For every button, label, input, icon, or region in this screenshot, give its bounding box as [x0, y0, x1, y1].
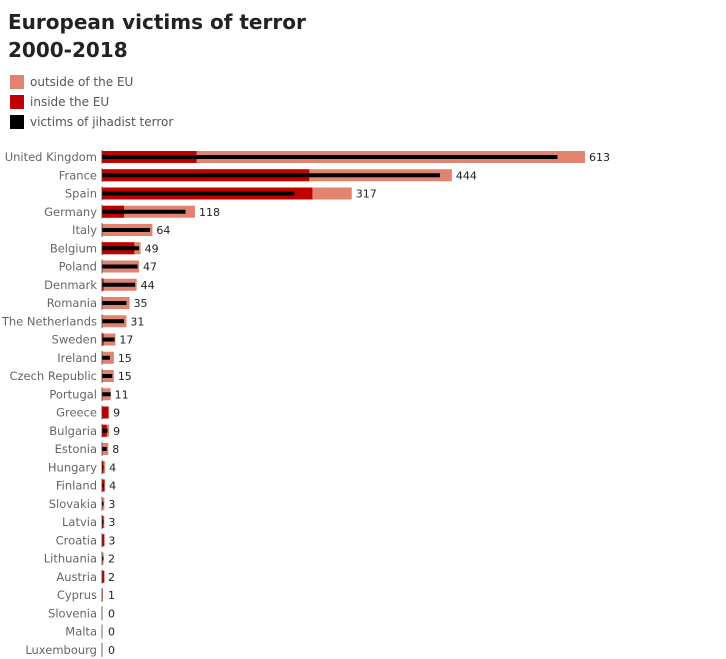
value-label-greece: 9	[113, 407, 120, 420]
legend-item-jihadist[interactable]: victims of jihadist terror	[10, 112, 173, 132]
category-label-czech-republic: Czech Republic	[9, 369, 97, 383]
category-label-croatia: Croatia	[56, 533, 97, 547]
value-label-czech-republic: 15	[118, 370, 132, 383]
category-label-the-netherlands: The Netherlands	[1, 314, 97, 328]
value-label-united-kingdom: 613	[589, 151, 610, 164]
value-label-cyprus: 1	[108, 589, 115, 602]
bar-jihadist-poland	[102, 264, 138, 269]
value-label-estonia: 8	[112, 443, 119, 456]
value-label-poland: 47	[143, 261, 157, 274]
subtitle-line: 2000-2018	[8, 38, 128, 62]
category-label-spain: Spain	[65, 187, 97, 201]
category-label-hungary: Hungary	[48, 460, 97, 474]
category-label-slovenia: Slovenia	[48, 606, 97, 620]
bar-jihadist-portugal	[102, 392, 111, 397]
value-label-spain: 317	[356, 188, 377, 201]
category-label-greece: Greece	[56, 406, 97, 420]
value-label-austria: 2	[108, 571, 115, 584]
value-label-romania: 35	[134, 297, 148, 310]
value-label-germany: 118	[199, 206, 220, 219]
bar-jihadist-germany	[102, 209, 186, 214]
legend-label-inside-eu: inside the EU	[30, 95, 110, 109]
category-label-sweden: Sweden	[52, 333, 97, 347]
bar-jihadist-romania	[102, 301, 127, 305]
category-label-romania: Romania	[47, 296, 97, 310]
category-label-france: France	[59, 168, 97, 182]
bar-jihadist-czech-republic	[102, 374, 113, 378]
bar-inside-eu-greece	[102, 406, 109, 419]
chart-title: European victims of terror 2000-2018	[8, 8, 306, 64]
category-label-lithuania: Lithuania	[44, 552, 97, 566]
bar-jihadist-the-netherlands	[102, 319, 125, 324]
value-label-france: 444	[456, 169, 477, 182]
category-label-germany: Germany	[44, 205, 97, 219]
value-label-denmark: 44	[141, 279, 155, 292]
bar-jihadist-lithuania	[102, 556, 104, 561]
category-label-cyprus: Cyprus	[57, 588, 97, 602]
title-line: European victims of terror	[8, 10, 306, 34]
legend-label-jihadist: victims of jihadist terror	[30, 115, 174, 129]
bar-jihadist-ireland	[102, 355, 110, 360]
bar-jihadist-slovakia	[102, 501, 104, 506]
value-label-belgium: 49	[145, 242, 159, 255]
legend-swatch-inside-eu	[10, 95, 24, 109]
category-label-denmark: Denmark	[44, 278, 97, 292]
value-label-slovenia: 0	[108, 607, 115, 620]
category-label-poland: Poland	[59, 260, 97, 274]
bar-jihadist-sweden	[102, 337, 115, 342]
category-label-belgium: Belgium	[50, 241, 97, 255]
bar-jihadist-france	[102, 173, 441, 178]
bar-outside-eu-cyprus	[102, 589, 103, 601]
bar-jihadist-denmark	[102, 282, 136, 287]
bar-jihadist-bulgaria	[102, 428, 108, 433]
value-label-the-netherlands: 31	[130, 315, 144, 328]
value-label-italy: 64	[156, 224, 170, 237]
category-label-ireland: Ireland	[57, 351, 97, 365]
bar-inside-eu-croatia	[102, 534, 105, 547]
value-label-luxembourg: 0	[108, 644, 115, 657]
category-label-latvia: Latvia	[62, 515, 97, 529]
category-label-slovakia: Slovakia	[49, 497, 97, 511]
value-label-malta: 0	[108, 626, 115, 639]
bar-inside-eu-austria	[102, 570, 105, 583]
legend-item-outside-eu[interactable]: outside of the EU	[10, 72, 173, 92]
legend: outside of the EU inside the EU victims …	[10, 72, 173, 132]
value-label-sweden: 17	[119, 334, 133, 347]
value-label-croatia: 3	[108, 534, 115, 547]
bar-jihadist-latvia	[102, 520, 104, 524]
value-label-latvia: 3	[108, 516, 115, 529]
category-label-bulgaria: Bulgaria	[49, 424, 97, 438]
value-label-bulgaria: 9	[113, 425, 120, 438]
bar-jihadist-estonia	[102, 447, 107, 451]
value-label-portugal: 11	[115, 388, 129, 401]
category-label-estonia: Estonia	[55, 442, 97, 456]
value-label-hungary: 4	[109, 461, 116, 474]
bar-jihadist-finland	[102, 483, 104, 488]
legend-swatch-outside-eu	[10, 75, 24, 89]
category-label-austria: Austria	[56, 570, 97, 584]
bar-jihadist-united-kingdom	[102, 155, 558, 159]
category-label-malta: Malta	[65, 625, 97, 639]
value-label-slovakia: 3	[108, 498, 115, 511]
bar-jihadist-belgium	[102, 246, 140, 251]
category-label-luxembourg: Luxembourg	[25, 643, 97, 657]
value-label-ireland: 15	[118, 352, 132, 365]
category-label-italy: Italy	[72, 223, 97, 237]
value-label-finland: 4	[109, 480, 116, 493]
value-label-lithuania: 2	[108, 553, 115, 566]
category-label-united-kingdom: United Kingdom	[5, 150, 97, 164]
category-label-finland: Finland	[56, 479, 97, 493]
bar-jihadist-hungary	[102, 465, 104, 470]
category-label-portugal: Portugal	[49, 387, 97, 401]
bar-jihadist-spain	[102, 191, 295, 196]
legend-label-outside-eu: outside of the EU	[30, 75, 134, 89]
legend-swatch-jihadist	[10, 115, 24, 129]
bar-jihadist-italy	[102, 228, 151, 232]
legend-item-inside-eu[interactable]: inside the EU	[10, 92, 173, 112]
